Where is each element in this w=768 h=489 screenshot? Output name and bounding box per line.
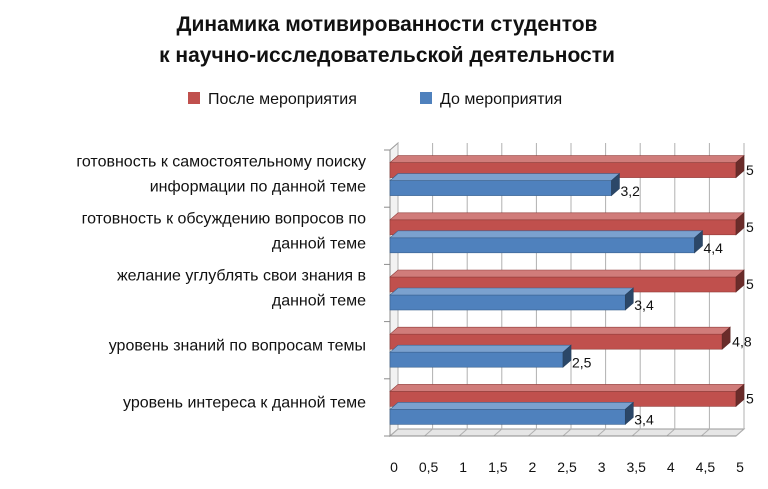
category-label: уровень интереса к данной теме (123, 395, 366, 412)
data-label-before: 2,5 (572, 354, 592, 370)
x-tick-label: 1,5 (488, 459, 508, 475)
legend-swatch (420, 92, 432, 104)
floor-gridline (493, 428, 503, 437)
x-tick-label: 0,5 (419, 459, 439, 475)
x-tick-label: 1 (459, 459, 467, 475)
category-label: данной теме (272, 236, 366, 253)
bar-after-top (389, 384, 745, 392)
floor-gridline (735, 428, 745, 437)
data-label-before: 3,2 (620, 183, 640, 199)
bar-after-side (735, 383, 745, 408)
bar-before-top (389, 173, 621, 181)
data-label-after: 4,8 (732, 333, 752, 349)
data-label-after: 5 (746, 276, 754, 292)
legend-label: До мероприятия (440, 91, 562, 108)
bar-after-top (389, 326, 731, 335)
bar-before (389, 172, 621, 197)
x-tick-label: 3,5 (626, 459, 646, 475)
data-label-before: 3,4 (634, 412, 654, 428)
x-tick-label: 4,5 (696, 459, 716, 475)
bar-before (389, 287, 635, 311)
floor-gridline (701, 428, 710, 437)
data-label-after: 5 (746, 162, 754, 178)
bar-before (389, 344, 572, 368)
category-label: желание углублять свои знания в (117, 268, 366, 285)
x-tick-label: 2,5 (557, 459, 577, 475)
floor-gridline (389, 428, 399, 437)
x-tick-label: 5 (736, 459, 744, 475)
legend-label: После мероприятия (208, 91, 357, 108)
data-label-after: 5 (746, 391, 754, 407)
x-tick-label: 3 (598, 459, 606, 475)
data-label-before: 3,4 (634, 297, 654, 313)
data-label-after: 5 (746, 219, 754, 235)
category-label: готовность к самостоятельному поиску (76, 153, 366, 170)
category-label: данной теме (272, 293, 366, 310)
bar-after-top (389, 155, 745, 163)
bar-before-top (389, 402, 635, 410)
bar-after-side (735, 212, 745, 236)
bar-before-front (389, 294, 626, 311)
chart-title-line-2: к научно-исследовательской деятельности (159, 44, 615, 67)
floor-gridline (631, 428, 641, 437)
bar-after-top (389, 212, 745, 221)
bar-after-top (389, 269, 745, 278)
bar-after-side (735, 269, 745, 293)
bar-before-top (389, 287, 635, 296)
bar-after-side (735, 154, 745, 179)
bar-before-front (389, 409, 626, 425)
bar-before-side (624, 287, 634, 311)
x-tick-label: 2 (529, 459, 537, 475)
bar-before-top (389, 344, 572, 353)
floor-gridline (597, 428, 606, 437)
bar-before-side (624, 401, 634, 426)
chart-title: Динамика мотивированности студентов к на… (159, 13, 615, 67)
chart-title-line-1: Динамика мотивированности студентов (177, 13, 598, 36)
floor-gridline (528, 428, 537, 437)
bar-before-side (562, 344, 572, 368)
bar-before (389, 401, 635, 426)
bar-before-top (389, 230, 704, 239)
legend-swatch (188, 92, 200, 104)
bar-after-side (721, 326, 731, 350)
category-label: информации по данной теме (150, 178, 366, 195)
bar-before-front (389, 237, 695, 254)
floor-gridline (666, 428, 676, 437)
bar-before-side (694, 230, 703, 254)
floor-gridline (424, 428, 433, 437)
x-tick-label: 0 (390, 459, 398, 475)
plot-area: 0 0,5 1 1,5 2 2,5 3 3,5 4 4,5 5 5 3,2 готовность к са… (76, 141, 754, 475)
bar-before-front (389, 351, 564, 368)
bar-before-front (389, 180, 612, 196)
bar-before-side (611, 172, 620, 197)
data-label-before: 4,4 (703, 240, 723, 256)
floor-gridline (562, 428, 572, 437)
category-label: уровень знаний по вопросам темы (109, 337, 366, 354)
floor-gridline (458, 428, 468, 437)
legend: После мероприятия До мероприятия (188, 91, 562, 108)
x-tick-label: 4 (667, 459, 675, 475)
bar-before (389, 230, 704, 254)
category-label: готовность к обсуждению вопросов по (82, 211, 366, 228)
